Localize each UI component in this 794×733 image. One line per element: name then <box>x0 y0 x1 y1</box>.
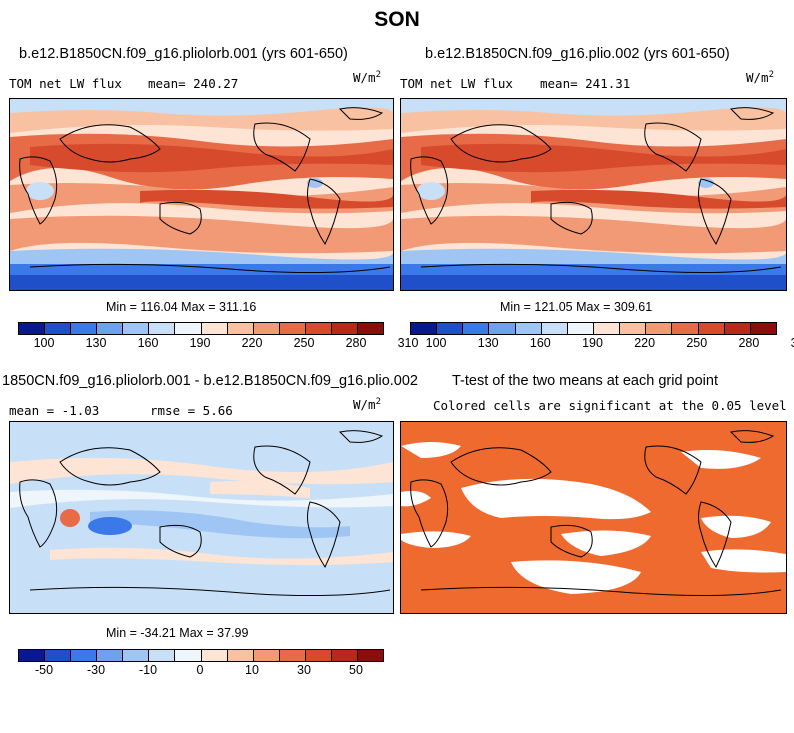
colorbar-tick-label: 130 <box>76 336 116 350</box>
colorbar-tick-label: 280 <box>336 336 376 350</box>
colorbar-swatch <box>594 323 620 334</box>
panel1-colorbar <box>18 322 384 335</box>
colorbar-swatch <box>306 323 332 334</box>
colorbar-swatch <box>751 323 776 334</box>
panel2-minmax: Min = 121.05 Max = 309.61 <box>500 300 652 314</box>
colorbar-tick-label: 10 <box>232 663 272 677</box>
panel1-map-field <box>10 99 393 290</box>
colorbar-swatch <box>149 650 175 661</box>
panel3-title: 1850CN.f09_g16.pliolorb.001 - b.e12.B185… <box>2 373 418 389</box>
figure-title: SON <box>0 8 794 32</box>
panel2-colorbar <box>410 322 777 335</box>
colorbar-swatch <box>71 650 97 661</box>
panel3-minmax: Min = -34.21 Max = 37.99 <box>106 626 248 640</box>
colorbar-swatch <box>699 323 725 334</box>
colorbar-tick-label: -50 <box>24 663 64 677</box>
colorbar-swatch <box>202 650 228 661</box>
colorbar-swatch <box>19 323 45 334</box>
colorbar-swatch <box>542 323 568 334</box>
colorbar-tick-label: 100 <box>24 336 64 350</box>
colorbar-swatch <box>306 650 332 661</box>
colorbar-tick-label: 100 <box>416 336 456 350</box>
colorbar-swatch <box>45 323 71 334</box>
colorbar-tick-label: 30 <box>284 663 324 677</box>
panel3-rmse-label: rmse = 5.66 <box>150 403 233 418</box>
colorbar-swatch <box>620 323 646 334</box>
colorbar-tick-label: 190 <box>573 336 613 350</box>
colorbar-swatch <box>254 650 280 661</box>
panel1-title: b.e12.B1850CN.f09_g16.pliolorb.001 (yrs … <box>19 46 348 62</box>
colorbar-swatch <box>358 323 383 334</box>
panel1-units: W/m2 <box>353 70 381 85</box>
panel2-units: W/m2 <box>746 70 774 85</box>
colorbar-tick-label: -10 <box>128 663 168 677</box>
colorbar-swatch <box>97 650 123 661</box>
colorbar-swatch <box>97 323 123 334</box>
colorbar-swatch <box>228 323 254 334</box>
colorbar-swatch <box>516 323 542 334</box>
colorbar-tick-label: 160 <box>520 336 560 350</box>
colorbar-tick-label: 220 <box>232 336 272 350</box>
colorbar-swatch <box>672 323 698 334</box>
panel3-map <box>9 421 394 614</box>
colorbar-swatch <box>332 323 358 334</box>
panel4-subtitle: Colored cells are significant at the 0.0… <box>433 398 787 413</box>
colorbar-tick-label: 160 <box>128 336 168 350</box>
colorbar-swatch <box>280 650 306 661</box>
colorbar-tick-label: 130 <box>468 336 508 350</box>
colorbar-swatch <box>280 323 306 334</box>
colorbar-swatch <box>228 650 254 661</box>
colorbar-tick-label: -30 <box>76 663 116 677</box>
panel1-map <box>9 98 394 291</box>
panel3-units: W/m2 <box>353 397 381 412</box>
colorbar-tick-label: 0 <box>180 663 220 677</box>
colorbar-swatch <box>411 323 437 334</box>
panel1-variable-label: TOM net LW flux <box>9 76 122 91</box>
colorbar-tick-label: 50 <box>336 663 376 677</box>
panel2-map <box>400 98 787 291</box>
colorbar-tick-label: 310 <box>781 336 794 350</box>
colorbar-swatch <box>175 323 201 334</box>
colorbar-swatch <box>254 323 280 334</box>
colorbar-tick-label: 250 <box>284 336 324 350</box>
panel2-map-field <box>401 99 786 290</box>
panel1-minmax: Min = 116.04 Max = 311.16 <box>106 300 256 314</box>
colorbar-swatch <box>123 650 149 661</box>
colorbar-swatch <box>463 323 489 334</box>
colorbar-swatch <box>123 323 149 334</box>
colorbar-swatch <box>489 323 515 334</box>
panel3-mean-label: mean = -1.03 <box>9 403 99 418</box>
panel4-map <box>400 421 787 614</box>
panel3-colorbar <box>18 649 384 662</box>
colorbar-swatch <box>725 323 751 334</box>
colorbar-swatch <box>175 650 201 661</box>
colorbar-swatch <box>71 323 97 334</box>
colorbar-swatch <box>358 650 383 661</box>
panel2-variable-label: TOM net LW flux <box>400 76 513 91</box>
panel4-title: T-test of the two means at each grid poi… <box>452 373 718 389</box>
panel2-mean-label: mean= 241.31 <box>540 76 630 91</box>
colorbar-swatch <box>19 650 45 661</box>
colorbar-swatch <box>149 323 175 334</box>
colorbar-tick-label: 250 <box>677 336 717 350</box>
colorbar-swatch <box>437 323 463 334</box>
colorbar-swatch <box>568 323 594 334</box>
colorbar-swatch <box>202 323 228 334</box>
panel2-title: b.e12.B1850CN.f09_g16.plio.002 (yrs 601-… <box>425 46 730 62</box>
colorbar-tick-label: 280 <box>729 336 769 350</box>
colorbar-swatch <box>646 323 672 334</box>
colorbar-swatch <box>332 650 358 661</box>
colorbar-swatch <box>45 650 71 661</box>
panel3-map-field <box>10 422 393 613</box>
panel4-map-field <box>401 422 786 613</box>
panel1-mean-label: mean= 240.27 <box>148 76 238 91</box>
colorbar-tick-label: 190 <box>180 336 220 350</box>
colorbar-tick-label: 220 <box>625 336 665 350</box>
